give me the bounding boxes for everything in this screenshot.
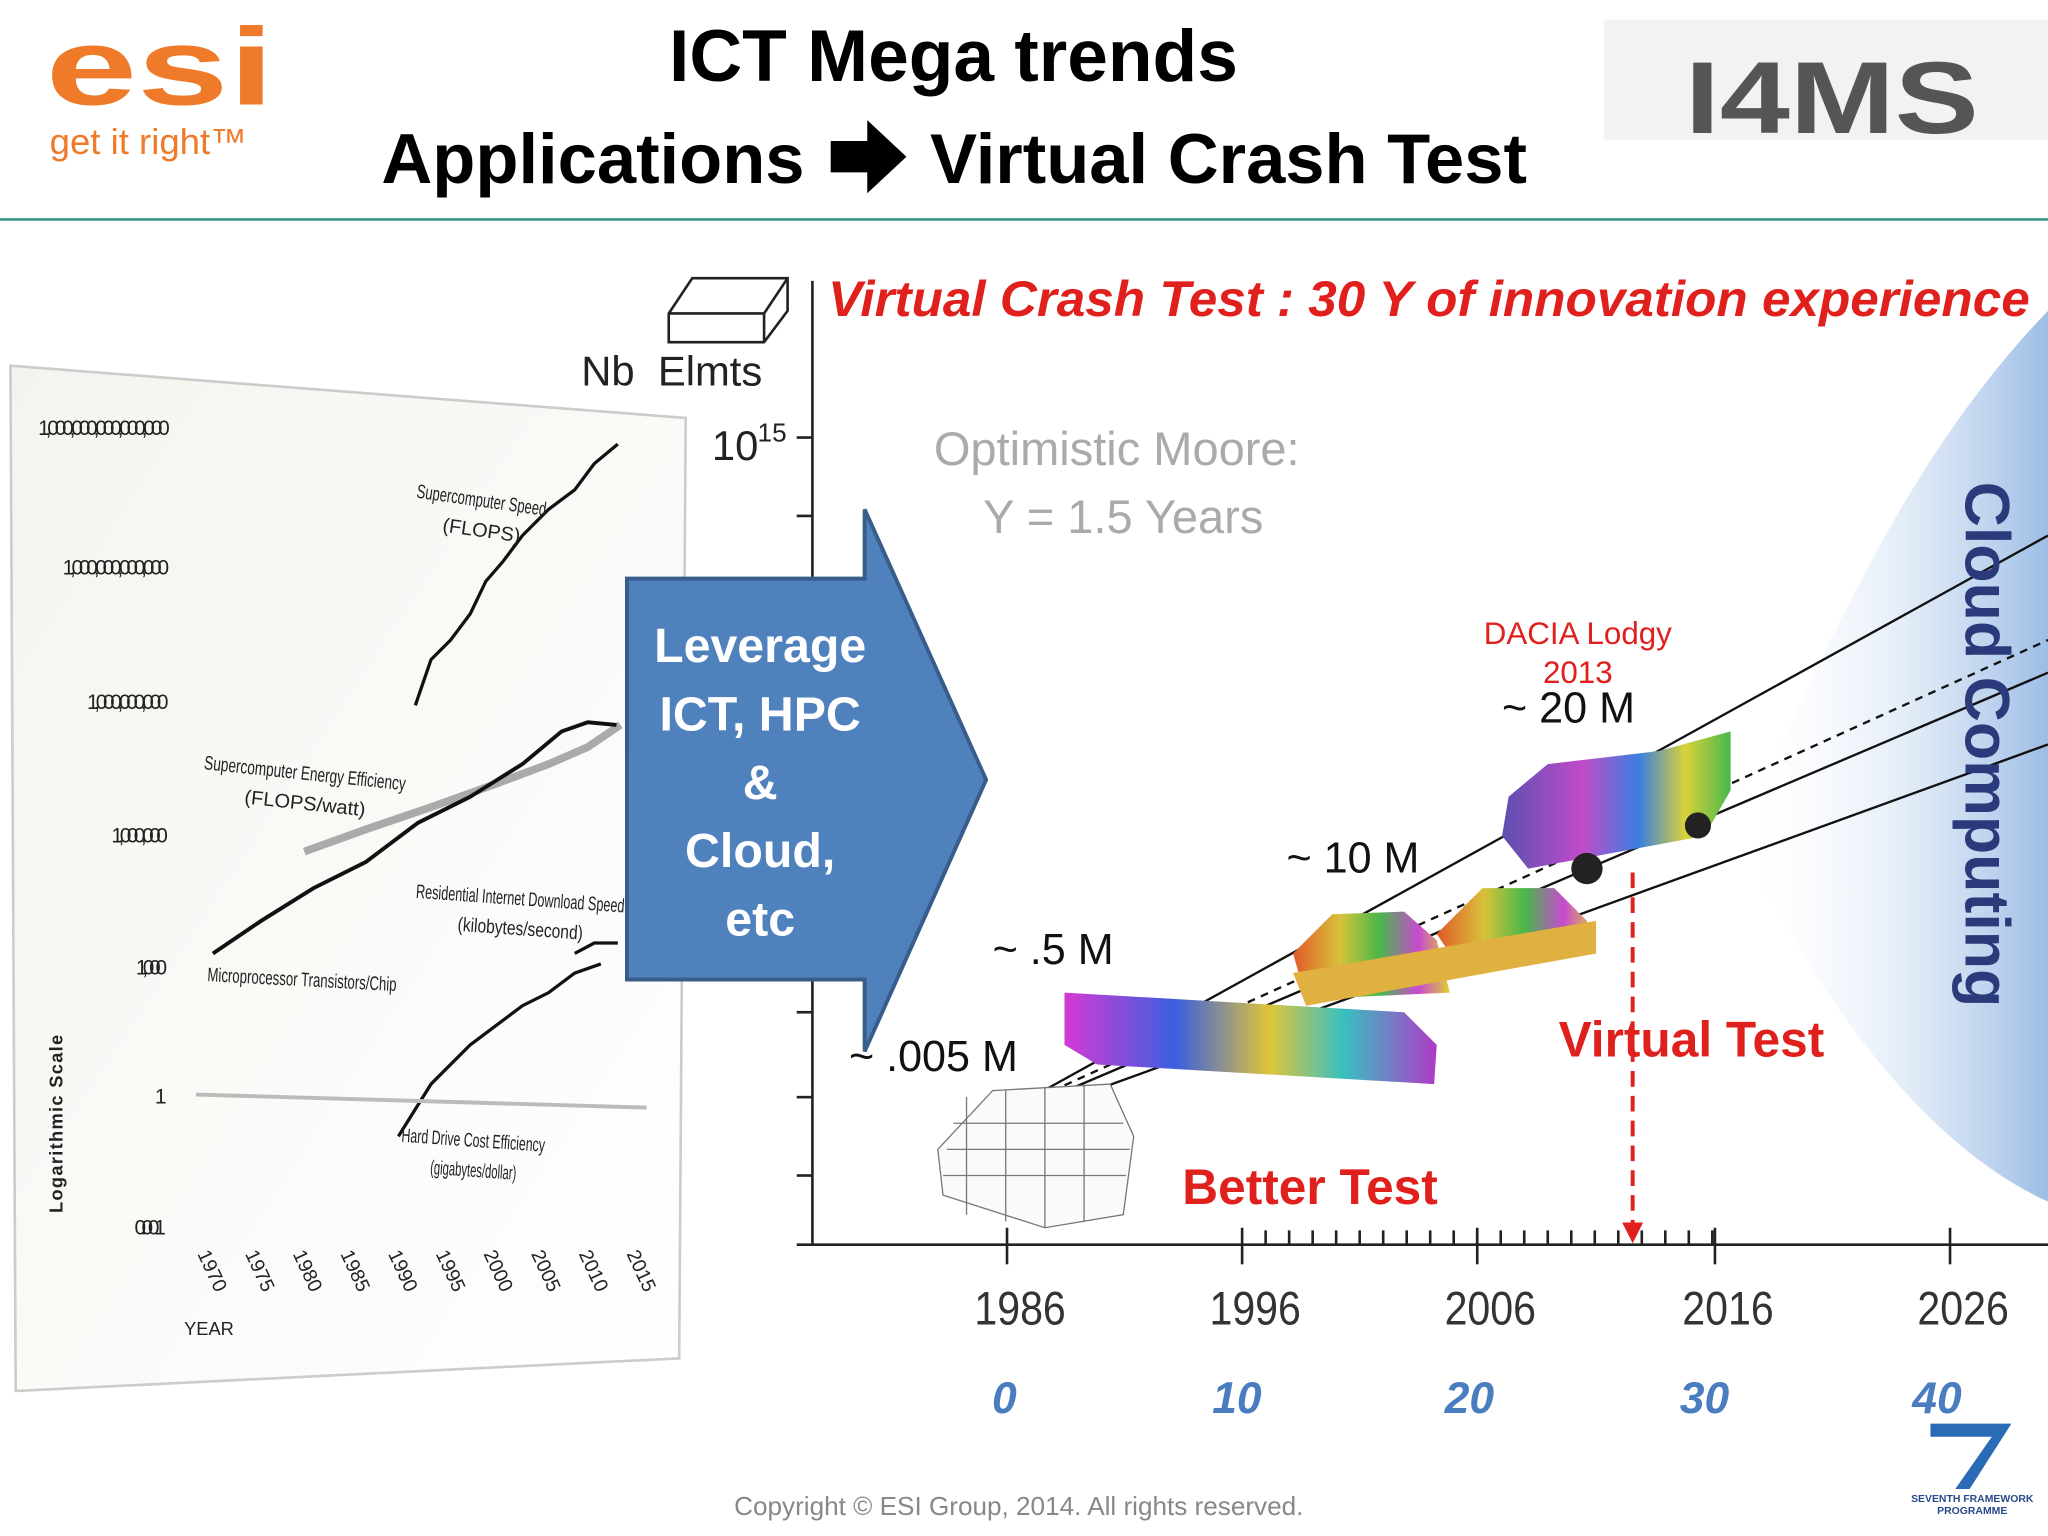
left-y-tick-label: 0.001 <box>135 1216 166 1239</box>
left-y-tick-label: 1,000,000,000,000,000 <box>38 417 170 440</box>
left-y-tick-label: 1,000,000,000,000 <box>63 557 170 580</box>
curve <box>573 941 618 955</box>
van-model <box>1502 731 1731 869</box>
wireframe-car <box>937 1083 1135 1229</box>
train-model <box>1064 992 1437 1085</box>
arrow-text: Cloud, <box>685 824 835 878</box>
y-top-base: 10 <box>712 422 758 469</box>
offset-label: 10 <box>1212 1374 1262 1423</box>
year-label: 1986 <box>974 1281 1065 1334</box>
logo: esi <box>46 6 275 128</box>
cube-icon <box>667 276 789 344</box>
car-base <box>1293 920 1597 1006</box>
title-arrow <box>830 120 907 194</box>
offset-label: 0 <box>992 1374 1017 1423</box>
copyright: Copyright © ESI Group, 2014. All rights … <box>734 1491 1303 1521</box>
partner-logo: I4MS <box>1685 41 1979 155</box>
car-label: 2013 <box>1543 655 1613 690</box>
left-y-tick-label: 1,000 <box>136 956 167 979</box>
programme: PROGRAMME <box>1937 1506 2007 1517</box>
moore-label: Optimistic Moore: <box>934 422 1300 475</box>
tagline: get it right™ <box>50 121 247 162</box>
offset-label: 30 <box>1680 1374 1730 1423</box>
year-label: 2026 <box>1917 1281 2008 1334</box>
size-annotation: ~ .5 M <box>993 926 1114 974</box>
paper <box>9 364 688 1393</box>
car-label: DACIA Lodgy <box>1484 616 1672 651</box>
year-label: 2016 <box>1682 1281 1773 1334</box>
left-y-tick-label: 1,000,000,000 <box>87 691 169 714</box>
left-x-label: YEAR <box>184 1318 234 1339</box>
left-y-label: Logarithmic Scale <box>46 1033 67 1213</box>
year-label: 1996 <box>1209 1281 1300 1334</box>
curve <box>396 962 602 1138</box>
virtual-test-arrowhead <box>1622 1222 1644 1244</box>
size-annotation: ~ .005 M <box>849 1033 1018 1081</box>
wheel <box>1684 812 1712 839</box>
curve <box>211 720 617 956</box>
size-annotation: ~ 10 M <box>1287 834 1420 882</box>
chart-title: Virtual Crash Test : 30 Y of innovation … <box>828 271 2030 327</box>
left-y-tick-label: 1,000,000 <box>111 824 167 847</box>
subtitle-right: Virtual Crash Test <box>930 119 1527 198</box>
fp7-logo <box>1930 1423 2012 1489</box>
partner-logo-bg <box>1603 19 2048 140</box>
better-test-label: Better Test <box>1182 1159 1438 1215</box>
title: ICT Mega trends <box>669 16 1238 97</box>
curve <box>413 442 619 706</box>
arrow-text: ICT, HPC <box>659 688 860 742</box>
x-ticks <box>1005 1227 1952 1265</box>
cloud-label: Cloud Computing <box>1952 482 2022 1008</box>
arrow-text: Leverage <box>654 619 866 673</box>
programme: SEVENTH FRAMEWORK <box>1911 1494 2034 1505</box>
y-label: Nb Elmts <box>581 347 762 394</box>
size-annotation: ~ 20 M <box>1502 684 1635 732</box>
cloud-area <box>1737 310 2048 1202</box>
arrow-text: etc <box>725 892 795 946</box>
subtitle-left: Applications <box>381 119 804 198</box>
curve <box>195 1092 647 1110</box>
year-label: 2006 <box>1445 1281 1536 1334</box>
offset-label: 20 <box>1444 1374 1495 1423</box>
arrow-text: & <box>743 756 778 810</box>
curve <box>302 721 623 856</box>
virtual-test-label: Virtual Test <box>1559 1012 1825 1068</box>
offset-label: 40 <box>1911 1374 1962 1423</box>
y-top-exp: 15 <box>758 417 787 447</box>
moore-label: Y = 1.5 Years <box>983 490 1263 543</box>
left-y-tick-label: 1 <box>155 1086 167 1109</box>
wheel <box>1571 852 1603 885</box>
leverage-arrow <box>624 508 989 1053</box>
